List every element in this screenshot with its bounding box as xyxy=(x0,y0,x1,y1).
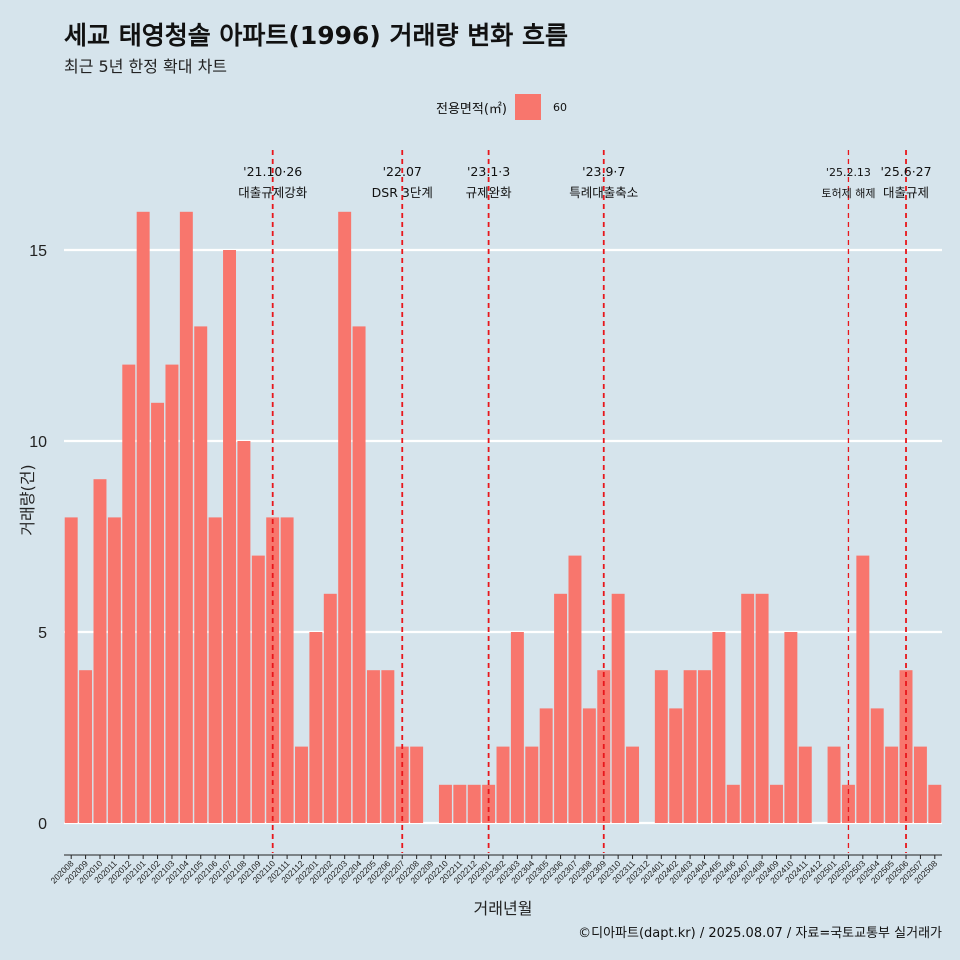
event-date-label: '23.9·7 xyxy=(582,164,625,179)
chart-subtitle: 최근 5년 한정 확대 차트 xyxy=(64,57,228,76)
bar xyxy=(784,632,798,823)
event-date-label: '25.2.13 xyxy=(826,166,871,179)
bar xyxy=(510,632,524,823)
bar xyxy=(79,670,93,823)
bar xyxy=(266,517,280,823)
bar xyxy=(885,746,899,823)
bar xyxy=(712,632,726,823)
bar xyxy=(928,784,942,823)
y-tick-label: 10 xyxy=(29,434,47,451)
bar xyxy=(107,517,121,823)
event-date-label: '23.1·3 xyxy=(467,164,510,179)
bar xyxy=(237,441,251,823)
legend: 전용면적(㎡) 60 xyxy=(436,94,567,120)
event-text-label: 특례대출축소 xyxy=(569,185,638,200)
bar xyxy=(151,402,165,823)
bar xyxy=(654,670,668,823)
bar xyxy=(136,211,150,824)
bar xyxy=(568,555,582,823)
source-caption: ©디아파트(dapt.kr) / 2025.08.07 / 자료=국토교통부 실… xyxy=(578,926,942,941)
bar xyxy=(122,364,136,823)
bar xyxy=(309,632,323,823)
bar xyxy=(352,326,366,823)
bar xyxy=(93,479,107,823)
event-date-label: '22.07 xyxy=(383,164,422,179)
bar xyxy=(798,746,812,823)
bar xyxy=(438,784,452,823)
bar xyxy=(295,746,308,823)
bar xyxy=(769,784,783,823)
bar xyxy=(323,593,337,823)
bar xyxy=(280,517,294,823)
bar xyxy=(223,250,237,823)
bar xyxy=(194,326,208,823)
bar xyxy=(683,670,697,823)
bar xyxy=(539,708,553,823)
bar xyxy=(338,211,352,824)
bar xyxy=(611,593,625,823)
bar xyxy=(496,746,510,823)
bar xyxy=(626,746,640,823)
chart-title: 세교 태영청솔 아파트(1996) 거래량 변화 흐름 xyxy=(64,21,568,50)
bar xyxy=(698,670,711,823)
bar xyxy=(165,364,179,823)
bar xyxy=(582,708,596,823)
event-text-label: 토허제 해제 xyxy=(821,186,875,200)
event-text-label: 규제완화 xyxy=(466,185,513,200)
y-tick-label: 15 xyxy=(29,243,47,260)
bar xyxy=(755,593,769,823)
bar xyxy=(64,517,78,823)
event-date-label: '21.10·26 xyxy=(243,164,302,179)
legend-title: 전용면적(㎡) xyxy=(436,101,507,117)
y-tick-label: 5 xyxy=(38,625,47,642)
bar xyxy=(467,784,481,823)
bar xyxy=(525,746,539,823)
event-text-label: 대출규제강화 xyxy=(238,185,308,200)
legend-swatch xyxy=(514,94,541,120)
bar xyxy=(827,746,841,823)
bar xyxy=(726,784,740,823)
bar xyxy=(410,746,424,823)
bar xyxy=(913,746,927,823)
bar xyxy=(554,593,568,823)
event-text-label: 대출규제 xyxy=(883,185,929,200)
y-tick-label: 0 xyxy=(38,816,47,833)
bar xyxy=(669,708,683,823)
x-axis-title: 거래년월 xyxy=(474,899,533,918)
y-axis-title: 거래량(건) xyxy=(18,464,37,535)
bar xyxy=(208,517,222,823)
bar xyxy=(870,708,884,823)
bar xyxy=(381,670,395,823)
bar xyxy=(251,555,265,823)
bar xyxy=(741,593,755,823)
bar xyxy=(856,555,870,823)
event-text-label: DSR 3단계 xyxy=(372,185,433,200)
bar xyxy=(841,784,855,823)
event-date-label: '25.6·27 xyxy=(880,164,931,179)
bar xyxy=(482,784,496,823)
bar xyxy=(366,670,380,823)
bar xyxy=(453,784,467,823)
legend-label: 60 xyxy=(552,100,567,114)
bar xyxy=(179,211,193,824)
